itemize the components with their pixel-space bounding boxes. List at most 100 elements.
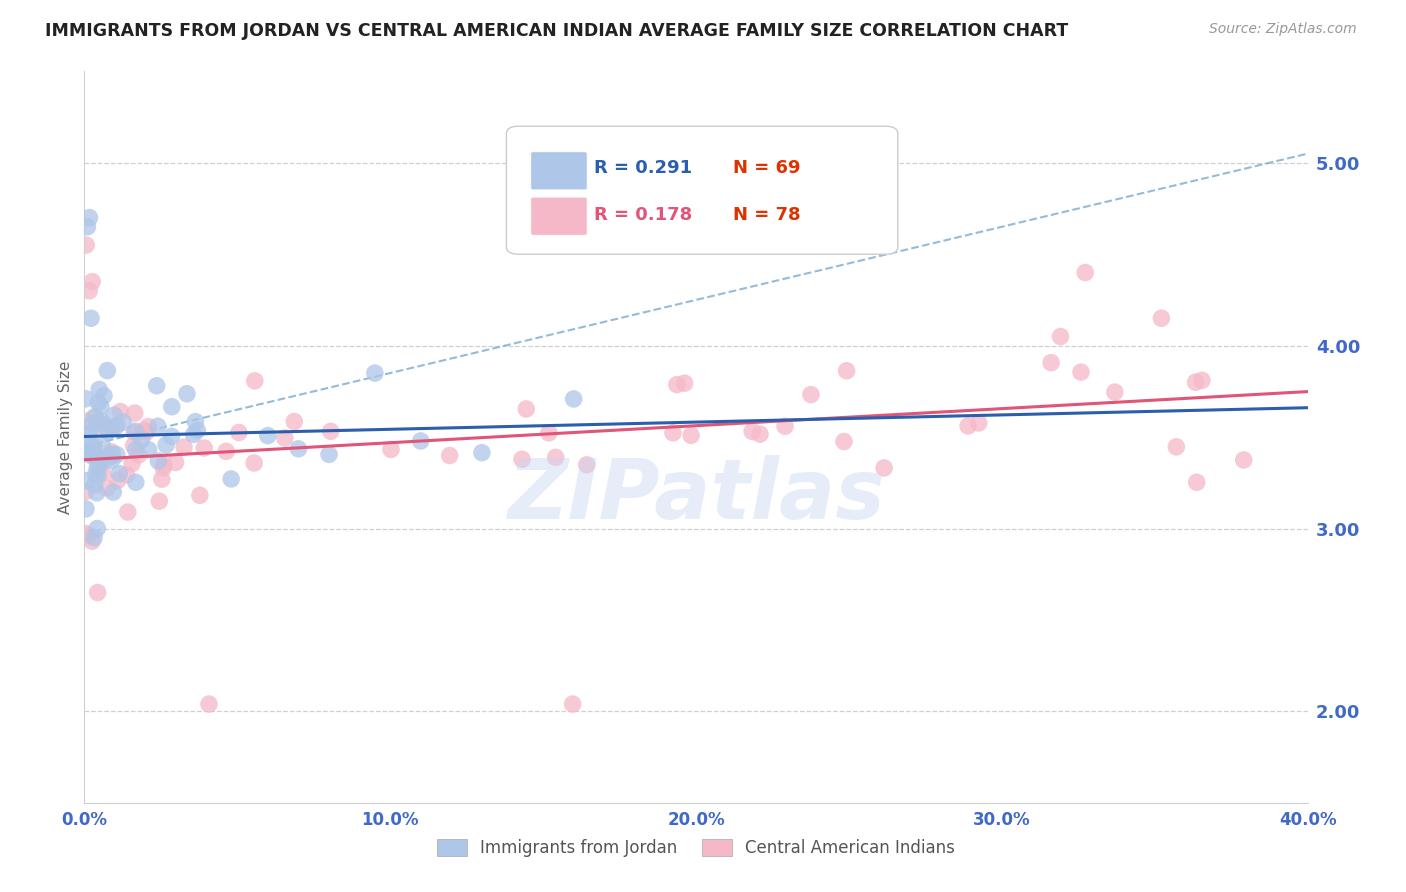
Point	[124, 406, 146, 420]
Point	[148, 494, 170, 508]
Point	[160, 400, 183, 414]
Point	[219, 472, 242, 486]
Point	[79, 428, 101, 442]
Point	[673, 376, 696, 391]
Point	[193, 441, 215, 455]
Point	[1049, 329, 1071, 343]
Point	[89, 450, 111, 465]
Point	[132, 424, 155, 438]
Point	[662, 425, 685, 440]
Point	[75, 484, 97, 499]
Point	[104, 419, 127, 434]
Point	[1191, 373, 1213, 387]
Text: ZIPatlas: ZIPatlas	[508, 455, 884, 536]
Point	[82, 417, 104, 431]
FancyBboxPatch shape	[531, 152, 588, 190]
Point	[1104, 385, 1126, 400]
Point	[110, 404, 132, 418]
Point	[575, 458, 598, 472]
Point	[274, 431, 297, 445]
Point	[91, 466, 114, 480]
Point	[101, 447, 124, 461]
Point	[79, 211, 101, 225]
Point	[75, 443, 97, 458]
Point	[188, 488, 211, 502]
Point	[150, 472, 173, 486]
Point	[76, 529, 98, 543]
Point	[87, 469, 110, 483]
Point	[243, 456, 266, 470]
Point	[1040, 356, 1063, 370]
Point	[773, 419, 796, 434]
Point	[319, 425, 342, 439]
Point	[107, 474, 129, 488]
Point	[145, 378, 167, 392]
Point	[128, 448, 150, 462]
Point	[215, 444, 238, 458]
Point	[152, 461, 174, 475]
Point	[83, 410, 105, 425]
Point	[83, 440, 105, 454]
Point	[515, 401, 537, 416]
Point	[84, 467, 107, 481]
Point	[136, 419, 159, 434]
Point	[77, 426, 100, 441]
Point	[97, 450, 120, 465]
Point	[89, 383, 111, 397]
Text: IMMIGRANTS FROM JORDAN VS CENTRAL AMERICAN INDIAN AVERAGE FAMILY SIZE CORRELATIO: IMMIGRANTS FROM JORDAN VS CENTRAL AMERIC…	[45, 22, 1069, 40]
Point	[86, 521, 108, 535]
Point	[80, 447, 103, 461]
Point	[160, 429, 183, 443]
Point	[80, 449, 103, 463]
Point	[91, 439, 114, 453]
Point	[112, 415, 135, 429]
Text: R = 0.291: R = 0.291	[595, 159, 693, 177]
Point	[1150, 311, 1173, 326]
Point	[124, 424, 146, 438]
Point	[1184, 375, 1206, 389]
Point	[93, 389, 115, 403]
Point	[100, 453, 122, 467]
Point	[90, 414, 112, 428]
Point	[86, 460, 108, 475]
Point	[243, 374, 266, 388]
Y-axis label: Average Family Size: Average Family Size	[58, 360, 73, 514]
Point	[86, 585, 108, 599]
Point	[75, 526, 97, 541]
Point	[83, 531, 105, 545]
Point	[544, 450, 567, 465]
Point	[96, 481, 118, 495]
Point	[80, 442, 103, 456]
Legend: Immigrants from Jordan, Central American Indians: Immigrants from Jordan, Central American…	[430, 832, 962, 864]
Point	[83, 449, 105, 463]
Point	[148, 454, 170, 468]
Point	[103, 485, 125, 500]
Point	[800, 387, 823, 401]
Point	[198, 697, 221, 711]
Point	[86, 485, 108, 500]
Point	[873, 461, 896, 475]
Point	[75, 414, 97, 428]
Point	[681, 428, 703, 442]
Point	[562, 392, 585, 406]
FancyBboxPatch shape	[506, 126, 898, 254]
Point	[115, 467, 138, 482]
Point	[146, 419, 169, 434]
Point	[184, 415, 207, 429]
Point	[89, 417, 111, 431]
Point	[1233, 453, 1256, 467]
Point	[835, 364, 858, 378]
Point	[741, 425, 763, 439]
Point	[131, 433, 153, 447]
Point	[749, 427, 772, 442]
Point	[561, 697, 583, 711]
Point	[165, 456, 187, 470]
Point	[364, 366, 387, 380]
Text: N = 69: N = 69	[733, 159, 800, 177]
Point	[122, 439, 145, 453]
Point	[510, 452, 533, 467]
Point	[82, 275, 104, 289]
Point	[228, 425, 250, 440]
Point	[176, 386, 198, 401]
Point	[173, 440, 195, 454]
